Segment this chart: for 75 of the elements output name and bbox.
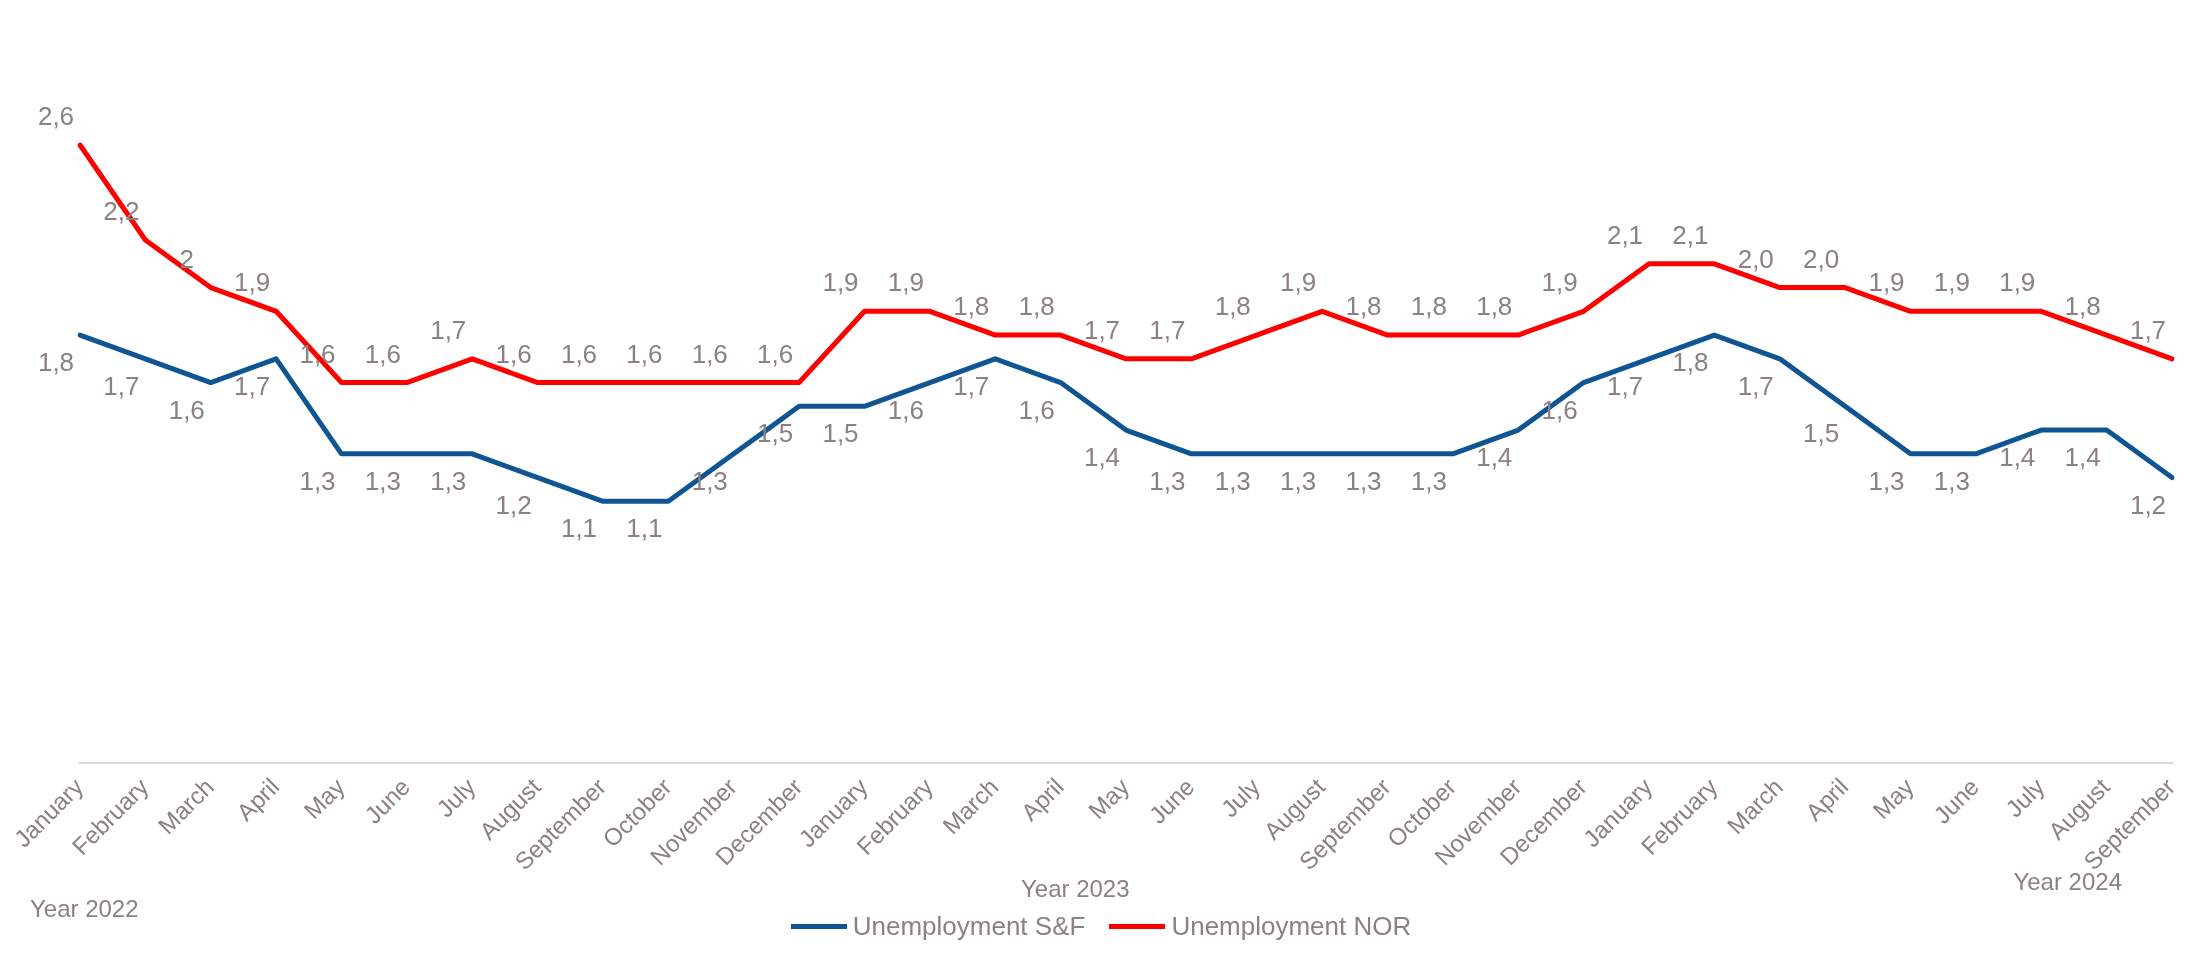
data-label: 1,4: [1083, 442, 1121, 473]
data-label: 1,6: [1541, 394, 1578, 425]
data-label: 2,0: [1737, 243, 1774, 274]
data-label: 1,9: [1933, 267, 1970, 298]
data-label: 2,1: [1606, 219, 1644, 250]
data-label: 1,8: [1476, 291, 1513, 322]
data-label: 1,7: [1737, 370, 1774, 401]
data-label: 1,9: [1868, 267, 1905, 298]
data-label: 1,3: [1214, 465, 1251, 496]
data-label: 1,6: [691, 338, 728, 369]
data-label: 1,7: [1149, 314, 1186, 345]
data-label: 1,3: [1149, 465, 1186, 496]
data-label: 1,6: [364, 338, 401, 369]
data-label: 1,3: [691, 465, 728, 496]
data-label: 2,1: [1672, 219, 1709, 250]
x-tick-label: July: [2000, 772, 2050, 823]
data-label: 1,4: [1999, 442, 2036, 473]
data-label: 1,8: [1672, 347, 1709, 378]
data-label: 1,6: [1018, 394, 1055, 425]
data-label: 1,9: [822, 267, 859, 298]
data-label: 1,4: [1476, 442, 1513, 473]
text: Year 2022: [30, 895, 139, 923]
data-label: 1,7: [953, 370, 990, 401]
data-label: 1,2: [2129, 489, 2167, 520]
data-label: 1,3: [1410, 465, 1447, 496]
data-label: 2,0: [1803, 243, 1840, 274]
data-label: 1,1: [626, 513, 663, 544]
data-label: 1,5: [822, 418, 859, 449]
x-tick-label: July: [431, 772, 481, 823]
x-tick-label: May: [1083, 772, 1135, 825]
data-label: 1,8: [1214, 291, 1251, 322]
data-label: 1,7: [234, 370, 271, 401]
data-label: 1,3: [1933, 465, 1970, 496]
data-label: 1,7: [103, 370, 140, 401]
data-label: 1,6: [757, 338, 794, 369]
data-label: 1,3: [1280, 465, 1317, 496]
data-label: 1,6: [168, 394, 205, 425]
data-label: 1,9: [1999, 267, 2036, 298]
data-label: 1,4: [2064, 442, 2101, 473]
x-tick-label: May: [1867, 772, 1919, 825]
data-label: 1,3: [364, 465, 401, 496]
data-label: 1,7: [1606, 370, 1644, 401]
legend-label: Unemployment S&F: [852, 911, 1086, 942]
data-label: 1,5: [757, 418, 794, 449]
data-label: 1,5: [1803, 418, 1840, 449]
data-label: 1,8: [1018, 291, 1055, 322]
data-label: 1,7: [1083, 314, 1121, 345]
data-label: 1,8: [1345, 291, 1382, 322]
data-label: 1,9: [887, 267, 924, 298]
data-label: 1,3: [1345, 465, 1382, 496]
text: Year 2023: [1021, 875, 1130, 903]
text: Year 2024: [2013, 868, 2122, 896]
data-label: 1,6: [560, 338, 598, 369]
data-label: 1,6: [495, 338, 532, 369]
x-tick-label: July: [1215, 772, 1265, 823]
data-label: 1,6: [626, 338, 663, 369]
data-label: 1,3: [430, 465, 467, 496]
data-label: 1,9: [1280, 267, 1317, 298]
data-label: 1,7: [2129, 314, 2167, 345]
data-label: 2: [179, 243, 194, 274]
data-label: 2,6: [37, 101, 75, 132]
data-label: 1,3: [1868, 465, 1905, 496]
data-label: 1,6: [887, 394, 924, 425]
data-label: 1,8: [2064, 291, 2101, 322]
legend-label: Unemployment NOR: [1171, 911, 1412, 942]
data-label: 1,7: [430, 314, 467, 345]
data-label: 1,3: [299, 465, 336, 496]
data-label: 1,8: [1410, 291, 1447, 322]
x-tick-label: May: [298, 772, 350, 825]
data-label: 1,1: [560, 513, 598, 544]
data-label: 1,9: [1541, 267, 1578, 298]
data-label: 1,8: [953, 291, 990, 322]
data-label: 1,2: [495, 489, 532, 520]
data-label: 1,9: [234, 267, 271, 298]
data-label: 1,8: [37, 347, 75, 378]
